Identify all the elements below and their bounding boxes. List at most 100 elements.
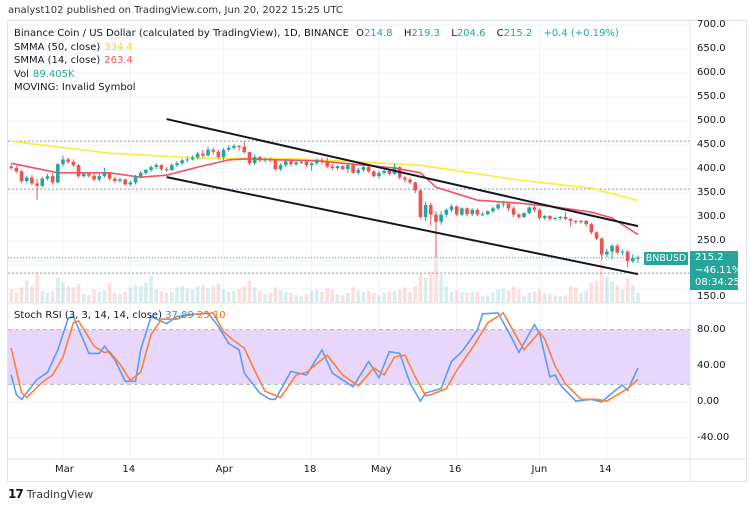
candle bbox=[408, 177, 412, 185]
candle bbox=[216, 149, 221, 160]
candle bbox=[563, 212, 568, 220]
candle-body bbox=[309, 163, 314, 166]
candle-body bbox=[408, 179, 412, 183]
candle bbox=[252, 154, 257, 166]
candle bbox=[465, 207, 469, 217]
volume-bar bbox=[434, 259, 438, 303]
smma50-legend[interactable]: SMMA (50, close) 334.4 bbox=[14, 41, 133, 53]
candle bbox=[610, 243, 614, 260]
candle bbox=[211, 147, 216, 155]
candle bbox=[247, 151, 252, 166]
volume-bar bbox=[283, 291, 288, 303]
candle-body bbox=[403, 177, 407, 180]
candle bbox=[35, 178, 39, 201]
candle bbox=[491, 206, 495, 214]
moving-legend[interactable]: MOVING: Invalid Symbol bbox=[14, 82, 136, 93]
candle-body bbox=[335, 166, 340, 169]
volume-bar bbox=[496, 289, 500, 303]
volume-bar bbox=[123, 291, 127, 303]
volume-bar bbox=[304, 294, 309, 303]
volume-bar bbox=[299, 296, 304, 303]
candle bbox=[460, 207, 464, 217]
trendlines bbox=[166, 118, 639, 276]
candle-body bbox=[76, 165, 81, 177]
volume-bar bbox=[242, 286, 247, 303]
candle-body bbox=[480, 214, 485, 216]
candle bbox=[366, 166, 371, 173]
candle bbox=[289, 159, 293, 167]
volume-bar bbox=[599, 260, 604, 303]
candle bbox=[273, 159, 278, 171]
candle-body bbox=[30, 177, 34, 184]
candle-body bbox=[532, 207, 537, 210]
candle-body bbox=[325, 162, 329, 167]
candle bbox=[532, 205, 537, 213]
candle bbox=[413, 181, 418, 193]
candle bbox=[97, 173, 102, 182]
smma14-legend[interactable]: SMMA (14, close) 263.4 bbox=[14, 55, 133, 66]
symbol-legend-row: Binance Coin / US Dollar (calculated by … bbox=[14, 28, 619, 39]
candle bbox=[232, 144, 236, 150]
candle bbox=[154, 163, 159, 169]
candle bbox=[615, 243, 620, 255]
volume-bar bbox=[532, 291, 537, 303]
time-tick-label: Mar bbox=[55, 464, 74, 475]
candle-body bbox=[605, 251, 609, 255]
candle-body bbox=[149, 167, 153, 170]
volume-bar bbox=[631, 285, 635, 303]
candle-body bbox=[548, 216, 552, 219]
candle-body bbox=[232, 145, 236, 148]
candle-body bbox=[242, 146, 247, 153]
volume-legend[interactable]: Vol 89.405K bbox=[14, 68, 75, 80]
price-tick-label: 150.0 bbox=[697, 291, 726, 302]
candle-body bbox=[615, 245, 620, 253]
volume-bar bbox=[444, 286, 449, 303]
candle-body bbox=[206, 149, 210, 156]
volume-bar bbox=[574, 287, 578, 303]
footer[interactable]: 17 TradingView bbox=[8, 487, 93, 501]
volume-bar bbox=[439, 274, 443, 303]
volume-bar bbox=[40, 290, 45, 303]
candle-body bbox=[537, 209, 542, 218]
candle-body bbox=[102, 172, 107, 177]
stoch-rsi-legend[interactable]: Stoch RSI (3, 3, 14, 14, close) 37.89 25… bbox=[14, 310, 226, 321]
candle-body bbox=[542, 216, 547, 218]
rsi-tick-label: -40.00 bbox=[697, 432, 730, 443]
candle bbox=[522, 212, 526, 218]
candle-body bbox=[584, 220, 588, 225]
candle-body bbox=[283, 161, 288, 166]
volume-bar bbox=[247, 280, 252, 303]
candle bbox=[66, 157, 70, 165]
volume-bar bbox=[397, 289, 402, 303]
candle-body bbox=[620, 251, 625, 253]
volume-bar bbox=[589, 282, 594, 303]
volume-bar bbox=[377, 295, 381, 303]
rsi-tick-label: 40.00 bbox=[697, 360, 726, 371]
volume-bar bbox=[542, 292, 547, 303]
volume-bar bbox=[201, 285, 205, 303]
volume-bar bbox=[56, 277, 60, 303]
candle bbox=[439, 211, 443, 225]
candle-body bbox=[66, 159, 70, 162]
volume-bar bbox=[527, 292, 531, 303]
volume-bar bbox=[159, 290, 164, 303]
candle-body bbox=[133, 176, 138, 183]
candle bbox=[14, 166, 19, 173]
volume-bar bbox=[315, 289, 319, 303]
candle bbox=[144, 169, 148, 175]
volume-bar bbox=[428, 271, 433, 303]
candle-body bbox=[123, 179, 127, 185]
smma50-line bbox=[11, 140, 639, 202]
candle-body bbox=[574, 220, 578, 222]
candle-body bbox=[304, 161, 309, 166]
volume-bar bbox=[335, 294, 340, 303]
rsi-tick-label: 0.00 bbox=[697, 396, 720, 407]
candle bbox=[320, 157, 324, 165]
candle bbox=[169, 163, 174, 171]
candle bbox=[325, 157, 329, 169]
volume-bar bbox=[470, 292, 475, 303]
candle bbox=[553, 217, 557, 221]
candle bbox=[304, 160, 309, 168]
candle-body bbox=[273, 160, 278, 169]
